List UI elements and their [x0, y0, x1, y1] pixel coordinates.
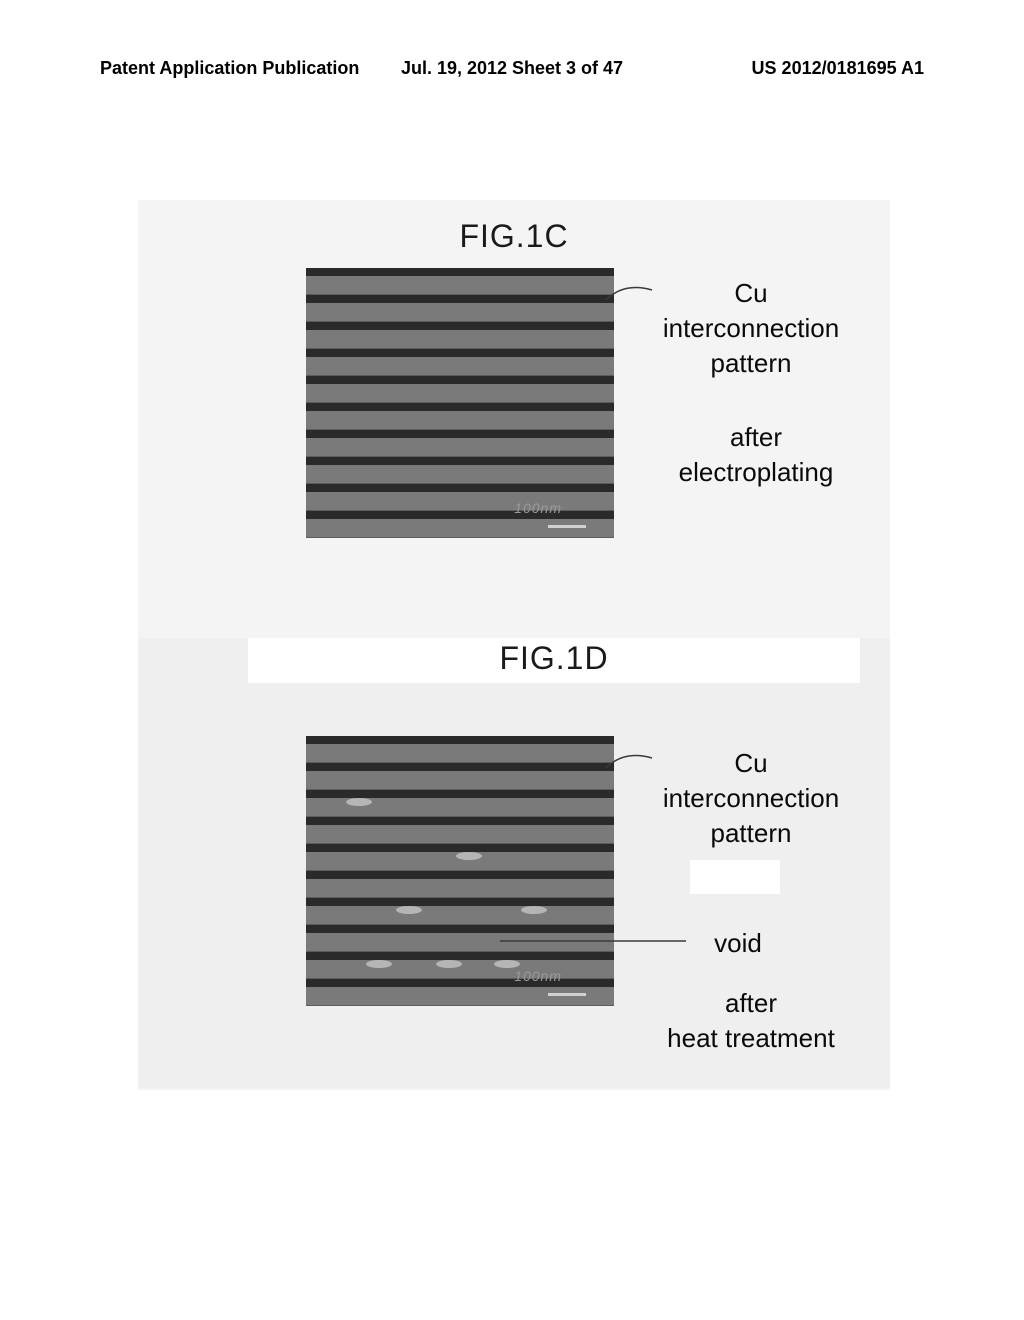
scale-label-1d: 100nm [514, 968, 562, 984]
sem-stripe-dark [306, 268, 614, 276]
sem-stripe-band [306, 301, 614, 321]
sem-stripe-dark [306, 349, 614, 357]
sem-stripe-band [306, 328, 614, 348]
scale-bar-1d [548, 993, 586, 996]
leader-line-1d-void [498, 933, 688, 949]
void-mark [456, 852, 482, 860]
sem-stripe-band [306, 463, 614, 483]
figure-1c-block: FIG.1C 100nm Cuinterconnectionpattern af… [138, 200, 890, 620]
void-mark [494, 960, 520, 968]
sem-stripe-dark [306, 295, 614, 303]
sem-stripe-band [306, 436, 614, 456]
sem-stripe-dark [306, 898, 614, 906]
figure-1d-sem-image: 100nm [306, 736, 614, 1006]
page-header: Patent Application Publication Jul. 19, … [0, 58, 1024, 79]
void-mark [346, 798, 372, 806]
void-mark [396, 906, 422, 914]
void-mark [521, 906, 547, 914]
annotation-state-1c: afterelectroplating [646, 420, 866, 490]
sem-stripe-band [306, 742, 614, 762]
header-publication: Patent Application Publication [100, 58, 375, 79]
scale-bar-1c [548, 525, 586, 528]
sem-stripe-band [306, 409, 614, 429]
sem-stripe-band [306, 490, 614, 510]
header-pub-number: US 2012/0181695 A1 [649, 58, 924, 79]
figure-1c-title: FIG.1C [138, 200, 890, 255]
sem-stripe-band [306, 823, 614, 843]
sem-stripe-dark [306, 817, 614, 825]
figure-1d-title-wrap: FIG.1D [248, 638, 860, 683]
annotation-state-1d: afterheat treatment [636, 986, 866, 1056]
sem-stripe-band [306, 274, 614, 294]
sem-stripe-band [306, 877, 614, 897]
figure-1c-sem-image: 100nm [306, 268, 614, 538]
sem-stripe-dark [306, 952, 614, 960]
void-mark [436, 960, 462, 968]
sem-stripe-band [306, 355, 614, 375]
annotation-void-1d: void [678, 926, 798, 961]
sem-stripe-dark [306, 511, 614, 519]
scale-label-1c: 100nm [514, 500, 562, 516]
sem-stripe-dark [306, 322, 614, 330]
sem-stripe-dark [306, 871, 614, 879]
white-block-1d [690, 860, 780, 894]
sem-stripe-dark [306, 925, 614, 933]
sem-stripe-band [306, 382, 614, 402]
sem-stripe-dark [306, 736, 614, 744]
sem-stripe-dark [306, 484, 614, 492]
header-date-sheet: Jul. 19, 2012 Sheet 3 of 47 [375, 58, 650, 79]
sem-stripe-dark [306, 457, 614, 465]
sem-stripe-dark [306, 844, 614, 852]
figure-1d-title: FIG.1D [248, 640, 860, 677]
sem-stripe-dark [306, 763, 614, 771]
sem-stripe-band [306, 769, 614, 789]
sem-stripe-dark [306, 430, 614, 438]
sem-stripe-dark [306, 979, 614, 987]
sem-stripe-dark [306, 403, 614, 411]
annotation-cu-pattern-1c: Cuinterconnectionpattern [636, 276, 866, 381]
sem-stripe-dark [306, 376, 614, 384]
void-mark [366, 960, 392, 968]
annotation-cu-pattern-1d: Cuinterconnectionpattern [636, 746, 866, 851]
sem-stripe-band [306, 904, 614, 924]
figure-panel: FIG.1C 100nm Cuinterconnectionpattern af… [138, 200, 890, 1090]
figure-1d-block: FIG.1D 100nm Cuinterconnectionpattern vo… [138, 638, 890, 1088]
sem-stripe-dark [306, 790, 614, 798]
